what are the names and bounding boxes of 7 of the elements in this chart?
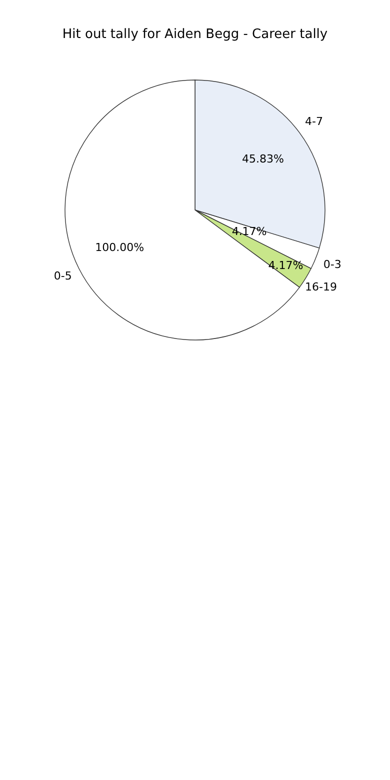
chart-title: Hit out tally for Aiden Begg - Career tally [62,27,328,42]
data-label: 45.83% [242,152,284,166]
slice-label: 0-3 [323,258,342,272]
slice-label: 4-7 [305,114,323,128]
slice-label: 0-5 [54,270,72,283]
data-label: 100.00% [95,241,144,254]
slice-label: 16-19 [305,280,338,294]
